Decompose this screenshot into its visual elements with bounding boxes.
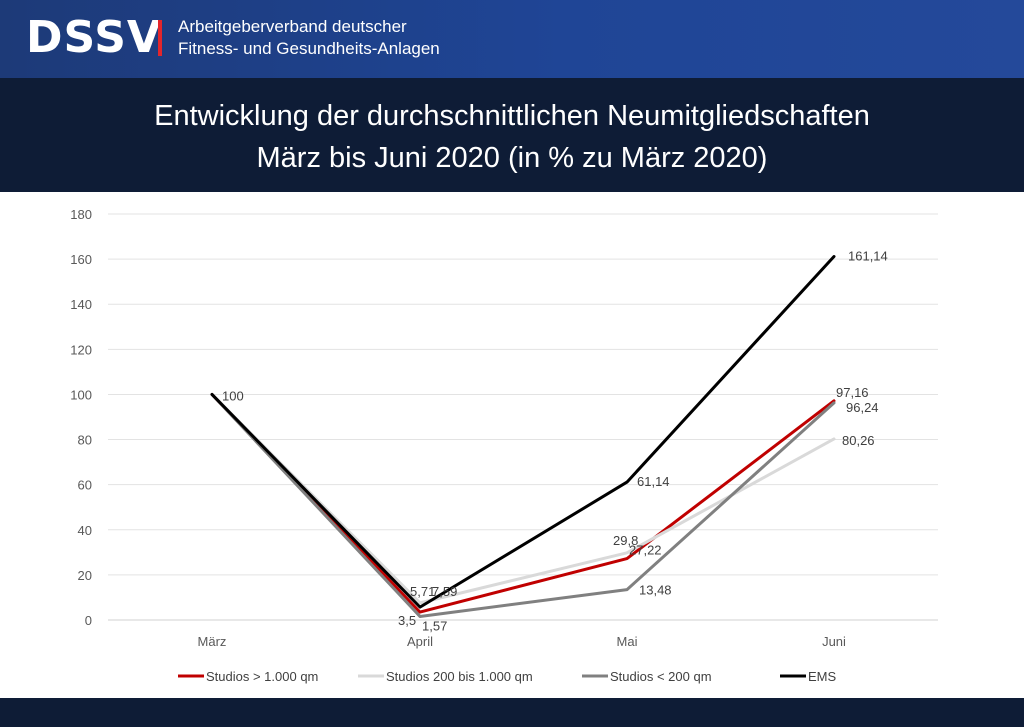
y-tick-label: 100 xyxy=(70,387,92,402)
series-line-1 xyxy=(210,392,836,605)
dssv-logo: DSSV xyxy=(26,12,162,63)
data-label: 13,48 xyxy=(639,583,672,598)
y-tick-label: 60 xyxy=(78,478,92,493)
y-tick-label: 20 xyxy=(78,568,92,583)
data-label: 1,57 xyxy=(422,618,447,633)
header-banner: DSSV Arbeitgeberverband deutscher Fitnes… xyxy=(0,0,1024,78)
y-tick-label: 140 xyxy=(70,297,92,312)
org-line-2: Fitness- und Gesundheits-Anlagen xyxy=(178,39,440,58)
data-label: 27,22 xyxy=(629,543,662,558)
logo-divider xyxy=(158,20,162,56)
title-bar xyxy=(0,78,1024,192)
series-line-2 xyxy=(210,392,836,618)
y-tick-label: 120 xyxy=(70,342,92,357)
chart-title-line-1: Entwicklung der durchschnittlichen Neumi… xyxy=(154,100,870,132)
legend-label: Studios > 1.000 qm xyxy=(206,669,318,684)
y-tick-label: 80 xyxy=(78,433,92,448)
data-label: 29,8 xyxy=(613,533,638,548)
legend-label: EMS xyxy=(808,669,837,684)
y-tick-label: 180 xyxy=(70,207,92,222)
y-tick-label: 160 xyxy=(70,252,92,267)
data-label: 3,5 xyxy=(398,613,416,628)
data-label: 61,14 xyxy=(637,474,670,489)
data-label: 96,24 xyxy=(846,400,879,415)
y-tick-label: 0 xyxy=(85,613,92,628)
data-label: 80,26 xyxy=(842,433,875,448)
x-tick-label: Juni xyxy=(822,634,846,649)
data-label: 7,59 xyxy=(432,584,457,599)
legend-label: Studios < 200 qm xyxy=(610,669,712,684)
organization-name: Arbeitgeberverband deutscher Fitness- un… xyxy=(178,16,440,60)
data-label: 161,14 xyxy=(848,249,888,264)
x-tick-label: März xyxy=(198,634,227,649)
legend-label: Studios 200 bis 1.000 qm xyxy=(386,669,533,684)
x-tick-label: April xyxy=(407,634,433,649)
org-line-1: Arbeitgeberverband deutscher xyxy=(178,17,407,36)
data-label: 5,71 xyxy=(410,584,435,599)
data-label: 97,16 xyxy=(836,385,869,400)
line-chart: 0 20 40 60 80 100 120 140 160 180 März April Mai Juni… xyxy=(70,207,938,684)
series-line-3 xyxy=(210,255,836,609)
footer-bar xyxy=(0,698,1024,727)
data-label: 100 xyxy=(222,388,244,403)
chart-title-line-2: März bis Juni 2020 (in % zu März 2020) xyxy=(256,142,768,174)
x-tick-label: Mai xyxy=(617,634,638,649)
y-tick-label: 40 xyxy=(78,523,92,538)
